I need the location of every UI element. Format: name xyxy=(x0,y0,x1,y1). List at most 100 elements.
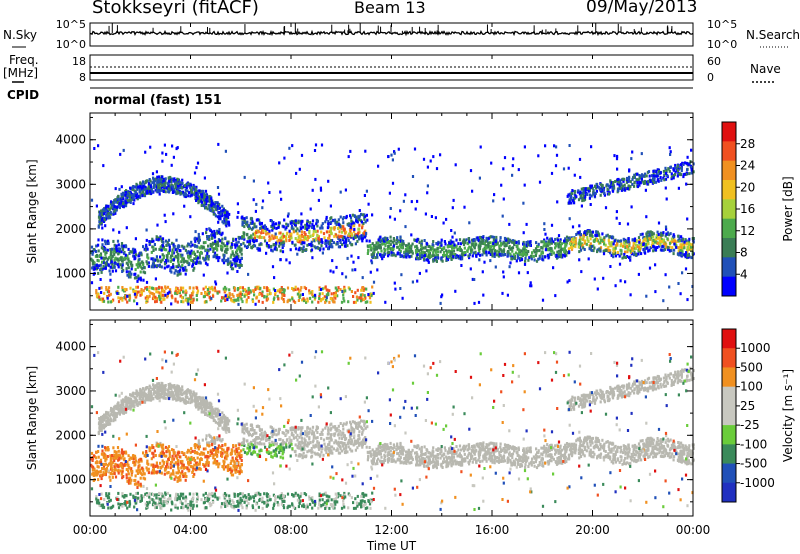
power-scatter-cell xyxy=(503,244,506,248)
power-scatter-cell xyxy=(374,243,377,247)
power-scatter-cell xyxy=(158,247,161,251)
power-scatter-cell xyxy=(565,238,568,242)
power-scatter-cell xyxy=(559,245,562,248)
power-scatter-cell xyxy=(281,250,285,254)
power-scatter-cell xyxy=(656,230,659,234)
power-scatter-cell xyxy=(188,243,191,247)
power-scatter-cell xyxy=(589,233,592,237)
power-scatter-cell xyxy=(642,240,645,244)
power-scatter-cell xyxy=(614,246,617,250)
power-scatter-cell xyxy=(279,231,282,235)
power-scatter-cell xyxy=(314,295,317,299)
power-scatter-cell xyxy=(292,227,295,231)
power-scatter-cell xyxy=(396,252,399,256)
power-scatter-cell xyxy=(402,242,405,246)
power-scatter-cell xyxy=(187,250,190,254)
power-scatter-cell xyxy=(106,214,109,217)
power-scatter-cell xyxy=(511,164,514,168)
power-scatter-cell xyxy=(666,231,669,235)
power-scatter-cell xyxy=(508,222,511,226)
power-scatter-cell xyxy=(141,266,144,270)
power-scatter-cell xyxy=(109,292,112,296)
power-scatter-cell xyxy=(361,213,364,217)
power-scatter-cell xyxy=(640,243,643,247)
power-scatter-cell xyxy=(465,238,468,242)
power-scatter-cell xyxy=(439,301,442,305)
power-scatter-cell xyxy=(359,293,362,297)
power-scatter-cell xyxy=(105,240,108,244)
power-scatter-cell xyxy=(171,241,174,245)
power-scatter-cell xyxy=(91,252,94,256)
noise-tick-right-high: 10^5 xyxy=(707,18,737,31)
power-scatter-cell xyxy=(387,254,390,258)
power-scatter-cell xyxy=(400,242,403,246)
power-scatter-cell xyxy=(286,300,289,304)
power-scatter-cell xyxy=(250,216,253,220)
power-scatter-cell xyxy=(253,222,256,226)
power-scatter-cell xyxy=(322,297,325,301)
power-scatter-cell xyxy=(415,239,419,243)
power-scatter-cell xyxy=(440,257,443,261)
power-scatter-cell xyxy=(622,179,625,183)
power-scatter-cell xyxy=(130,187,133,191)
power-scatter-cell xyxy=(176,186,179,190)
power-scatter-cell xyxy=(579,241,582,244)
power-scatter-cell xyxy=(376,268,379,272)
power-scatter-cell xyxy=(643,237,646,241)
power-scatter-cell xyxy=(224,248,227,252)
power-scatter-cell xyxy=(596,239,600,243)
power-scatter-cell xyxy=(132,247,135,251)
power-scatter-cell xyxy=(531,251,534,255)
power-scatter-cell xyxy=(681,250,684,254)
power-scatter-cell xyxy=(116,290,119,294)
power-scatter-cell xyxy=(680,252,683,256)
power-scatter-cell xyxy=(520,253,523,257)
power-scatter-cell xyxy=(141,190,145,194)
velocity-scatter-cell xyxy=(205,437,208,441)
power-scatter-cell xyxy=(464,239,467,243)
power-scatter-cell xyxy=(155,170,158,174)
power-scatter-cell xyxy=(546,243,550,247)
power-scatter-cell xyxy=(334,286,337,290)
power-scatter-cell xyxy=(413,147,417,151)
power-scatter-cell xyxy=(167,251,170,255)
power-scatter-cell xyxy=(168,179,171,183)
velocity-scatter-cell xyxy=(174,475,177,479)
power-scatter-cell xyxy=(254,302,257,306)
power-scatter-cell xyxy=(127,275,131,279)
power-scatter-cell xyxy=(99,278,102,281)
power-scatter-cell xyxy=(138,188,141,192)
power-scatter-cell xyxy=(676,246,679,250)
power-scatter-cell xyxy=(614,244,618,248)
power-scatter-cell xyxy=(404,193,407,197)
power-scatter-cell xyxy=(503,253,507,256)
power-scatter-cell xyxy=(253,240,256,244)
power-scatter-cell xyxy=(233,262,236,266)
power-scatter-cell xyxy=(445,258,448,262)
power-scatter-cell xyxy=(484,245,487,249)
power-scatter-cell xyxy=(507,250,510,253)
power-scatter-cell xyxy=(210,200,213,204)
power-scatter-cell xyxy=(238,264,241,267)
power-scatter-cell xyxy=(190,249,193,253)
power-scatter-cell xyxy=(187,255,190,259)
power-scatter-cell xyxy=(260,242,263,246)
power-scatter-cell xyxy=(568,251,571,255)
power-scatter-cell xyxy=(643,179,646,183)
power-scatter-cell xyxy=(364,235,367,239)
power-scatter-cell xyxy=(664,177,668,181)
power-scatter-cell xyxy=(205,248,208,252)
power-scatter-cell xyxy=(175,183,178,187)
power-scatter-cell xyxy=(202,256,205,260)
power-scatter-cell xyxy=(212,212,215,216)
power-scatter-cell xyxy=(187,182,190,186)
power-scatter-cell xyxy=(100,246,103,250)
power-scatter-cell xyxy=(529,254,532,258)
power-scatter-cell xyxy=(449,254,452,258)
power-scatter-cell xyxy=(566,194,569,198)
power-scatter-cell xyxy=(610,181,613,185)
power-scatter-cell xyxy=(526,271,529,275)
power-scatter-cell xyxy=(300,222,303,226)
power-scatter-cell xyxy=(572,240,575,244)
power-scatter-cell xyxy=(132,251,135,255)
